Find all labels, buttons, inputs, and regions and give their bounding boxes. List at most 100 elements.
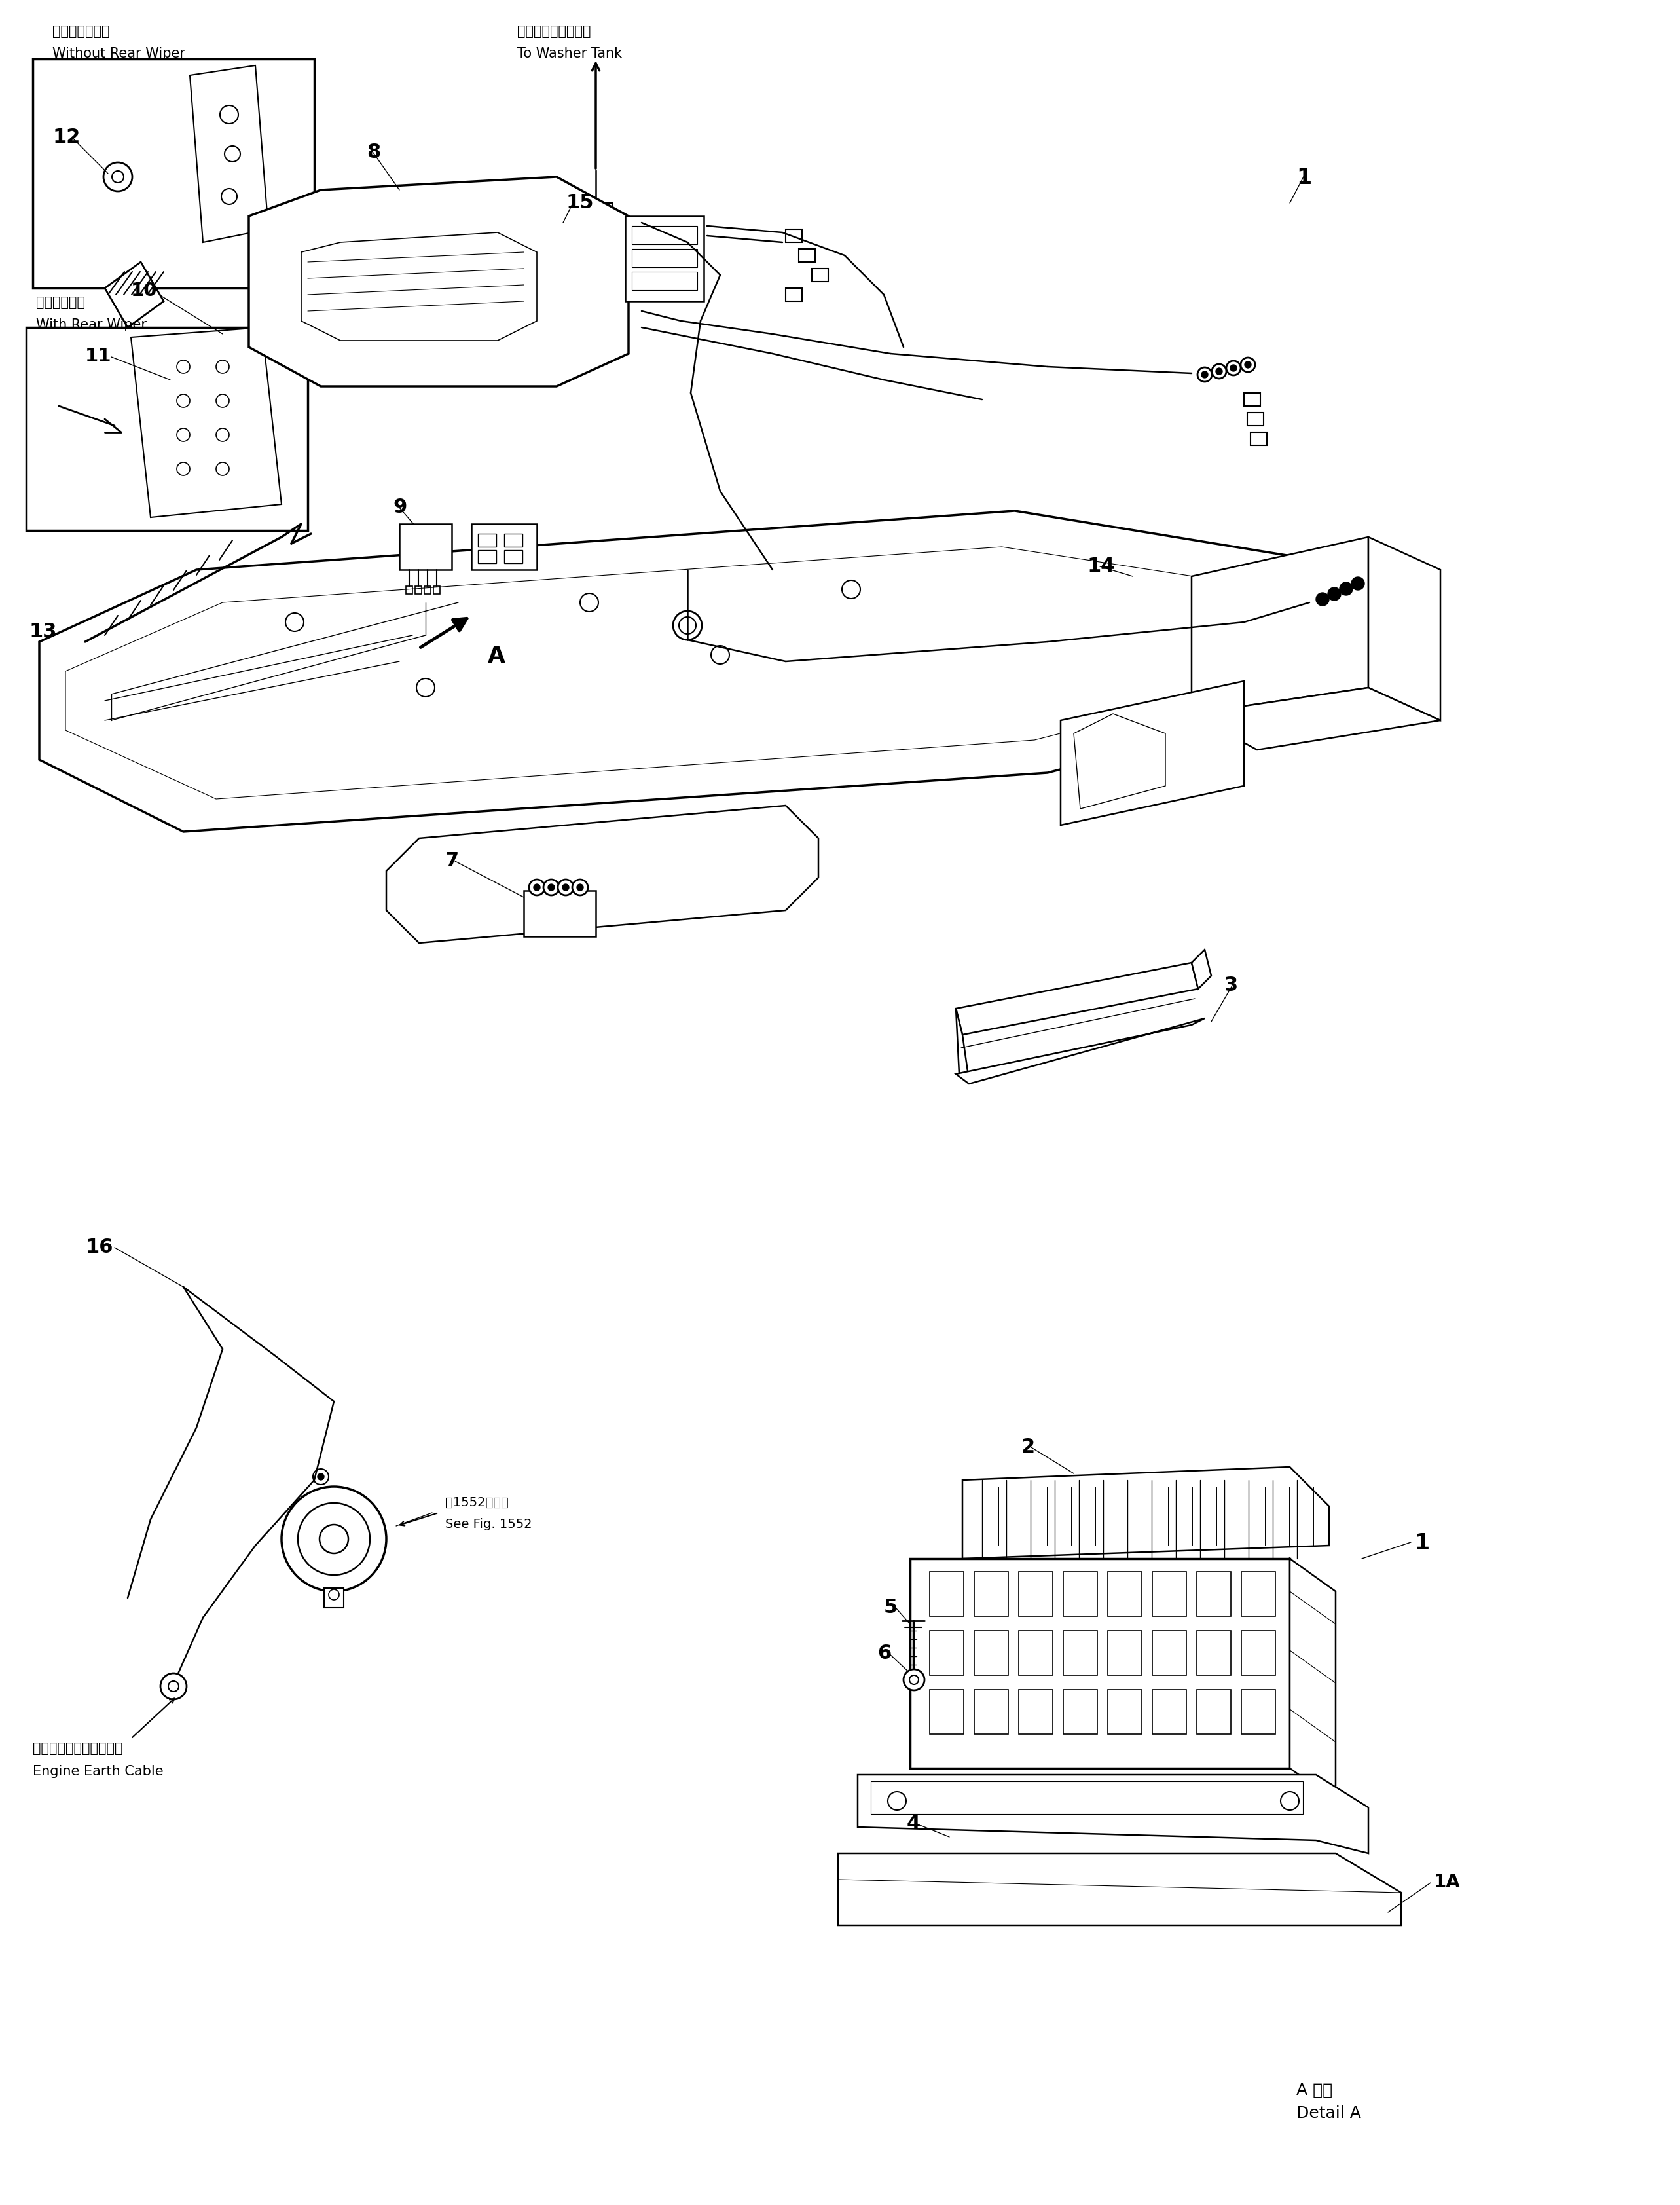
Circle shape: [576, 884, 583, 891]
Text: Detail A: Detail A: [1297, 2106, 1361, 2121]
Bar: [1248, 1486, 1265, 1546]
Text: リヤワイバなし: リヤワイバなし: [52, 24, 109, 37]
Bar: [1297, 1486, 1314, 1546]
Circle shape: [904, 1669, 924, 1691]
Text: 7: 7: [445, 851, 459, 871]
Circle shape: [1226, 362, 1242, 375]
Text: 14: 14: [1087, 556, 1114, 576]
Text: 6: 6: [877, 1643, 890, 1663]
Circle shape: [417, 679, 435, 697]
Bar: [1242, 1572, 1275, 1616]
Bar: [407, 587, 413, 593]
Polygon shape: [956, 964, 1198, 1034]
Bar: [974, 1572, 1008, 1616]
Bar: [870, 1782, 1304, 1815]
Text: Engine Earth Cable: Engine Earth Cable: [32, 1764, 163, 1777]
Bar: [632, 249, 697, 267]
Polygon shape: [911, 1559, 1290, 1768]
Circle shape: [842, 580, 860, 598]
Bar: [1176, 1486, 1193, 1546]
Polygon shape: [1074, 714, 1166, 809]
Text: 10: 10: [131, 282, 158, 300]
Text: 11: 11: [86, 346, 111, 366]
Circle shape: [319, 1524, 348, 1552]
Circle shape: [1230, 364, 1236, 370]
Circle shape: [1245, 362, 1252, 368]
Bar: [1006, 1486, 1023, 1546]
Bar: [477, 549, 496, 562]
Text: 12: 12: [52, 128, 81, 148]
Bar: [1243, 392, 1260, 406]
Polygon shape: [1191, 538, 1368, 714]
Bar: [1063, 1689, 1097, 1733]
Text: 4: 4: [907, 1815, 921, 1832]
Bar: [1107, 1689, 1142, 1733]
Bar: [1018, 1689, 1053, 1733]
Text: エンジンアースケーブル: エンジンアースケーブル: [32, 1742, 123, 1755]
Bar: [929, 1632, 964, 1676]
Text: 8: 8: [366, 143, 381, 161]
Bar: [1055, 1486, 1072, 1546]
Polygon shape: [386, 805, 818, 944]
Bar: [1196, 1572, 1231, 1616]
Circle shape: [580, 593, 598, 611]
Bar: [1127, 1486, 1144, 1546]
Circle shape: [1315, 593, 1329, 606]
Text: Without Rear Wiper: Without Rear Wiper: [52, 46, 185, 60]
Bar: [786, 229, 801, 243]
Bar: [1079, 1486, 1095, 1546]
Circle shape: [573, 880, 588, 895]
Text: 1A: 1A: [1433, 1872, 1460, 1892]
Text: 2: 2: [1021, 1438, 1035, 1458]
Polygon shape: [39, 512, 1374, 831]
Text: A 詳細: A 詳細: [1297, 2082, 1332, 2099]
Circle shape: [543, 880, 559, 895]
Bar: [433, 587, 440, 593]
Bar: [929, 1689, 964, 1733]
Bar: [1030, 1486, 1047, 1546]
Text: 13: 13: [30, 622, 57, 642]
Circle shape: [1211, 364, 1226, 379]
Polygon shape: [104, 262, 163, 329]
Bar: [1196, 1632, 1231, 1676]
Bar: [1250, 432, 1267, 445]
Bar: [1152, 1689, 1186, 1733]
Circle shape: [282, 1486, 386, 1592]
Polygon shape: [1191, 688, 1440, 750]
Circle shape: [286, 613, 304, 631]
Bar: [415, 587, 422, 593]
Bar: [1107, 1572, 1142, 1616]
Bar: [1063, 1572, 1097, 1616]
Text: 9: 9: [393, 498, 407, 516]
Bar: [786, 289, 801, 302]
Circle shape: [887, 1793, 906, 1810]
Bar: [632, 271, 697, 291]
Text: With Rear Wiper: With Rear Wiper: [35, 318, 146, 331]
Circle shape: [563, 884, 570, 891]
Bar: [625, 216, 704, 302]
Polygon shape: [963, 1466, 1329, 1559]
Bar: [983, 1486, 998, 1546]
Text: 5: 5: [884, 1599, 897, 1616]
Text: 1: 1: [1297, 168, 1312, 190]
Polygon shape: [1290, 1559, 1336, 1801]
Circle shape: [104, 163, 133, 192]
Polygon shape: [1060, 681, 1243, 825]
Text: ウォッシャタンクへ: ウォッシャタンクへ: [517, 24, 591, 37]
Bar: [580, 203, 612, 225]
Bar: [504, 549, 522, 562]
Circle shape: [529, 880, 544, 895]
Circle shape: [1242, 357, 1255, 373]
Circle shape: [548, 884, 554, 891]
Text: 3: 3: [1225, 977, 1238, 994]
Polygon shape: [249, 176, 628, 386]
Polygon shape: [301, 232, 538, 340]
Text: 1: 1: [1415, 1532, 1430, 1555]
Bar: [1152, 1486, 1168, 1546]
Bar: [1247, 412, 1263, 426]
Bar: [1152, 1572, 1186, 1616]
Text: To Washer Tank: To Washer Tank: [517, 46, 622, 60]
Bar: [1152, 1632, 1186, 1676]
Bar: [1104, 1486, 1119, 1546]
Bar: [1225, 1486, 1242, 1546]
